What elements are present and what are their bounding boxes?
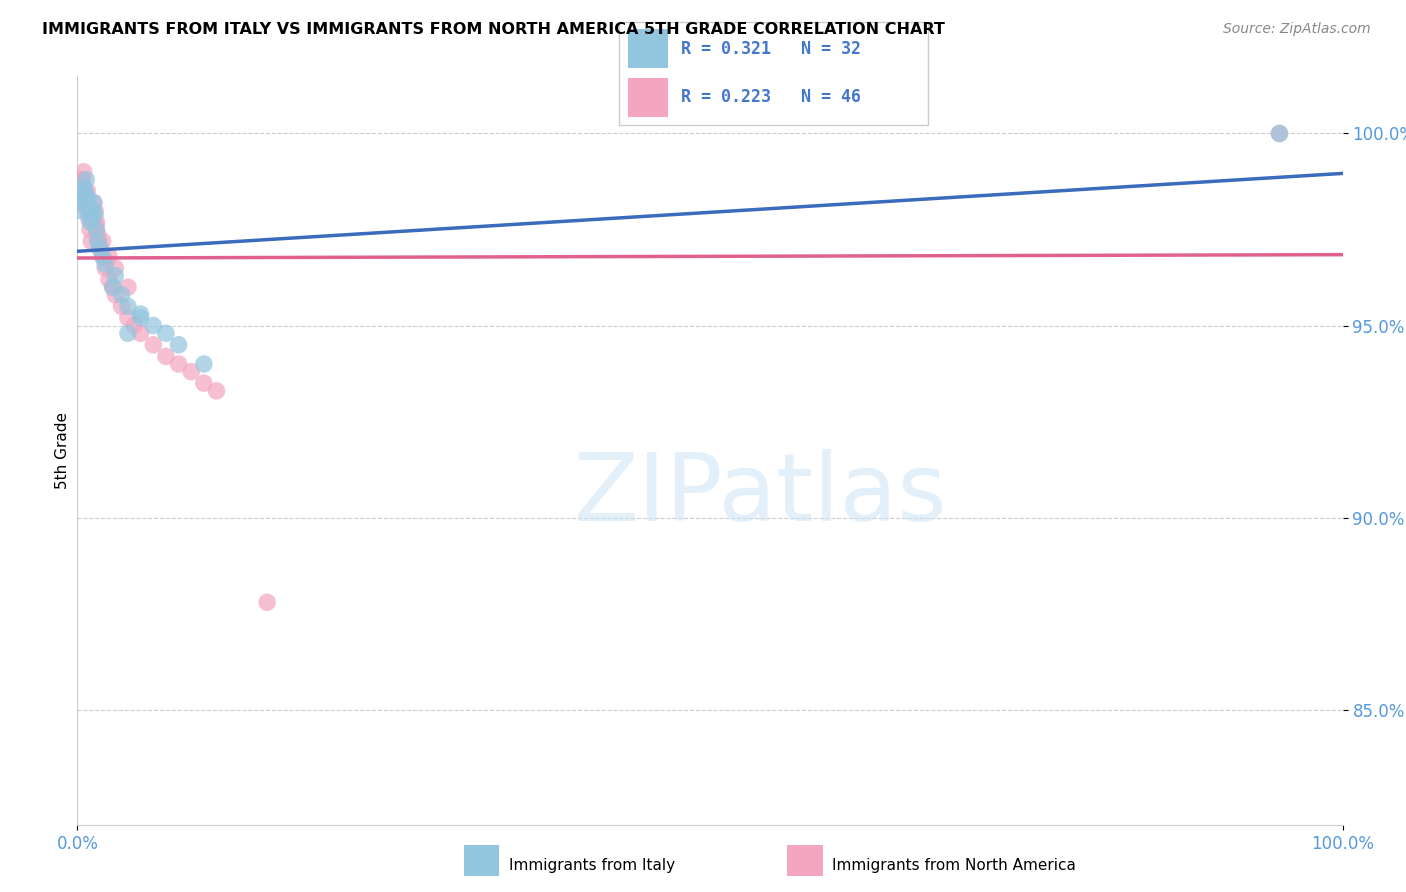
- Point: [73, 188, 96, 202]
- Y-axis label: 5th Grade: 5th Grade: [55, 412, 70, 489]
- Point: [142, 318, 165, 333]
- Point: [69, 184, 91, 198]
- Point: [129, 310, 152, 325]
- Point: [79, 215, 101, 229]
- Point: [124, 318, 146, 333]
- Point: [83, 195, 105, 210]
- Point: [101, 280, 124, 294]
- Point: [73, 188, 96, 202]
- Point: [86, 222, 108, 236]
- Bar: [628, 78, 668, 117]
- Point: [69, 203, 91, 218]
- Point: [87, 234, 110, 248]
- Point: [89, 242, 111, 256]
- Point: [72, 172, 94, 186]
- Point: [73, 184, 96, 198]
- Point: [86, 234, 108, 248]
- Point: [94, 257, 117, 271]
- Text: ZIPatlas: ZIPatlas: [574, 450, 948, 541]
- Point: [82, 203, 104, 218]
- Bar: [628, 29, 668, 69]
- Point: [70, 172, 93, 186]
- Point: [111, 288, 132, 302]
- Point: [167, 338, 190, 352]
- Point: [70, 195, 93, 210]
- Point: [167, 357, 190, 371]
- Point: [72, 188, 94, 202]
- Point: [89, 242, 111, 256]
- Point: [75, 172, 97, 186]
- Point: [94, 260, 117, 275]
- Point: [98, 272, 120, 286]
- Point: [129, 326, 152, 341]
- Point: [73, 192, 96, 206]
- Point: [104, 268, 127, 283]
- Point: [101, 280, 124, 294]
- Point: [256, 595, 278, 609]
- Text: R = 0.321   N = 32: R = 0.321 N = 32: [681, 40, 860, 58]
- Point: [1268, 127, 1291, 141]
- Point: [84, 207, 107, 221]
- Point: [73, 180, 96, 194]
- Point: [111, 299, 132, 313]
- Point: [117, 299, 139, 313]
- Point: [70, 177, 93, 191]
- Point: [1268, 127, 1291, 141]
- Point: [91, 249, 114, 263]
- Point: [180, 365, 202, 379]
- Point: [76, 184, 98, 198]
- Point: [91, 234, 114, 248]
- Point: [86, 215, 108, 229]
- Point: [77, 203, 100, 218]
- Point: [73, 165, 96, 179]
- Point: [104, 260, 127, 275]
- Point: [82, 203, 104, 218]
- Point: [79, 222, 101, 236]
- Point: [142, 338, 165, 352]
- Point: [193, 376, 215, 391]
- Point: [84, 203, 107, 218]
- Point: [117, 326, 139, 341]
- Text: Source: ZipAtlas.com: Source: ZipAtlas.com: [1223, 22, 1371, 37]
- Point: [72, 195, 94, 210]
- Point: [75, 188, 97, 202]
- Point: [104, 288, 127, 302]
- Point: [98, 249, 120, 263]
- Point: [91, 249, 114, 263]
- Point: [83, 195, 105, 210]
- Point: [80, 211, 103, 225]
- Point: [75, 195, 97, 210]
- Point: [80, 234, 103, 248]
- Text: Immigrants from Italy: Immigrants from Italy: [509, 858, 675, 872]
- Point: [86, 227, 108, 241]
- Point: [76, 192, 98, 206]
- Point: [86, 219, 108, 233]
- Point: [129, 307, 152, 321]
- Text: IMMIGRANTS FROM ITALY VS IMMIGRANTS FROM NORTH AMERICA 5TH GRADE CORRELATION CHA: IMMIGRANTS FROM ITALY VS IMMIGRANTS FROM…: [42, 22, 945, 37]
- Text: Immigrants from North America: Immigrants from North America: [832, 858, 1076, 872]
- Point: [193, 357, 215, 371]
- Point: [205, 384, 228, 398]
- Point: [82, 211, 104, 225]
- Point: [73, 180, 96, 194]
- Point: [117, 310, 139, 325]
- Point: [155, 326, 177, 341]
- Text: R = 0.223   N = 46: R = 0.223 N = 46: [681, 88, 860, 106]
- Point: [67, 195, 90, 210]
- Point: [76, 203, 98, 218]
- Point: [77, 211, 100, 225]
- Point: [117, 280, 139, 294]
- Point: [155, 349, 177, 363]
